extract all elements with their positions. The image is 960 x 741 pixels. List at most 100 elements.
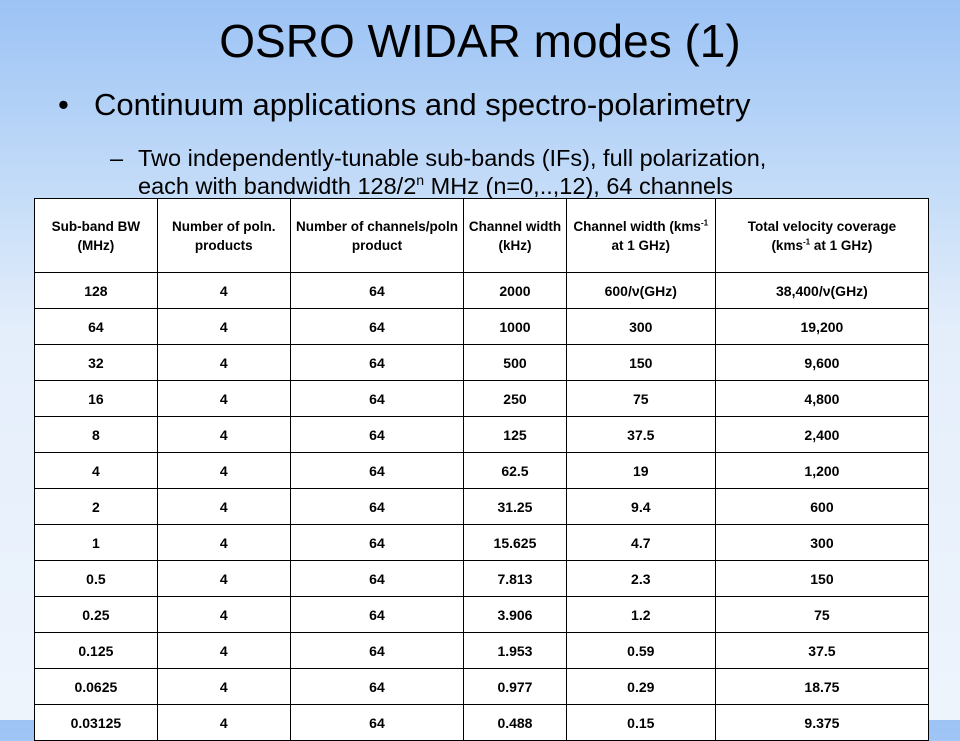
cell-channel-width-khz: 15.625: [463, 524, 567, 561]
cell-subband-bw: 0.125: [34, 632, 158, 669]
cell-subband-bw: 0.5: [34, 560, 158, 597]
table-row: 32 4 64 500 150 9,600: [34, 344, 930, 381]
cell-total-velocity-coverage: 150: [714, 560, 930, 597]
cell-channels-per-poln: 64: [289, 380, 465, 417]
cell-total-velocity-coverage: 300: [714, 524, 930, 561]
cell-channel-width-khz: 3.906: [463, 596, 567, 633]
cell-channels-per-poln: 64: [289, 596, 465, 633]
sub-bullet-line-2-start: each with bandwidth 128/2: [138, 173, 417, 199]
cell-subband-bw: 0.25: [34, 596, 158, 633]
cell-subband-bw: 1: [34, 524, 158, 561]
cell-total-velocity-coverage: 4,800: [714, 380, 930, 417]
cell-total-velocity-coverage: 75: [714, 596, 930, 633]
sub-bullet-superscript: n: [416, 172, 425, 189]
header-total-velocity-coverage: Total velocity coverage (kms-1 at 1 GHz): [714, 198, 930, 273]
cell-poln-products: 4: [156, 380, 291, 417]
table-row: 1 4 64 15.625 4.7 300: [34, 524, 930, 561]
table-row: 0.125 4 64 1.953 0.59 37.5: [34, 632, 930, 669]
table-row: 4 4 64 62.5 19 1,200: [34, 452, 930, 489]
cell-channels-per-poln: 64: [289, 344, 465, 381]
table-header-row: Sub-band BW (MHz) Number of poln. produc…: [34, 198, 930, 273]
cell-channels-per-poln: 64: [289, 524, 465, 561]
cell-channel-width-kms: 19: [565, 452, 716, 489]
cell-poln-products: 4: [156, 308, 291, 345]
sub-bullet-point: – Two independently-tunable sub-bands (I…: [110, 144, 766, 200]
cell-poln-products: 4: [156, 632, 291, 669]
cell-channel-width-kms: 1.2: [565, 596, 716, 633]
cell-channel-width-khz: 500: [463, 344, 567, 381]
cell-subband-bw: 8: [34, 416, 158, 453]
cell-total-velocity-coverage: 2,400: [714, 416, 930, 453]
header-channel-width-kms: Channel width (kms-1 at 1 GHz): [565, 198, 716, 273]
cell-channel-width-kms: 75: [565, 380, 716, 417]
header-channel-width-kms-unit: at 1 GHz): [611, 237, 671, 253]
cell-channels-per-poln: 64: [289, 272, 465, 309]
header-total-velocity-sup: -1: [802, 237, 811, 246]
bullet-text: Continuum applications and spectro-polar…: [94, 87, 751, 122]
cell-channels-per-poln: 64: [289, 488, 465, 525]
cell-poln-products: 4: [156, 488, 291, 525]
cell-channel-width-khz: 62.5: [463, 452, 567, 489]
cell-poln-products: 4: [156, 524, 291, 561]
cell-poln-products: 4: [156, 452, 291, 489]
cell-channel-width-khz: 2000: [463, 272, 567, 309]
cell-channel-width-kms: 2.3: [565, 560, 716, 597]
cell-total-velocity-coverage: 37.5: [714, 632, 930, 669]
sub-bullet-line-2-end: MHz (n=0,..,12), 64 channels: [424, 173, 734, 199]
table-row: 0.0625 4 64 0.977 0.29 18.75: [34, 668, 930, 705]
cell-channel-width-khz: 7.813: [463, 560, 567, 597]
cell-channels-per-poln: 64: [289, 632, 465, 669]
cell-subband-bw: 0.03125: [34, 704, 158, 741]
cell-poln-products: 4: [156, 668, 291, 705]
header-channel-width-khz: Channel width (kHz): [463, 198, 567, 273]
cell-total-velocity-coverage: 1,200: [714, 452, 930, 489]
cell-total-velocity-coverage: 38,400/ν(GHz): [714, 272, 930, 309]
header-total-velocity-text: Total velocity coverage: [747, 218, 897, 234]
cell-channel-width-kms: 300: [565, 308, 716, 345]
cell-channel-width-khz: 250: [463, 380, 567, 417]
cell-channels-per-poln: 64: [289, 308, 465, 345]
table-row: 8 4 64 125 37.5 2,400: [34, 416, 930, 453]
cell-channel-width-kms: 9.4: [565, 488, 716, 525]
cell-channels-per-poln: 64: [289, 452, 465, 489]
cell-channel-width-khz: 0.977: [463, 668, 567, 705]
header-poln-products: Number of poln. products: [156, 198, 291, 273]
cell-poln-products: 4: [156, 272, 291, 309]
bullet-marker: •: [58, 87, 69, 122]
cell-channel-width-kms: 37.5: [565, 416, 716, 453]
cell-channel-width-kms: 0.59: [565, 632, 716, 669]
cell-poln-products: 4: [156, 344, 291, 381]
cell-subband-bw: 32: [34, 344, 158, 381]
cell-channel-width-khz: 31.25: [463, 488, 567, 525]
cell-total-velocity-coverage: 9,600: [714, 344, 930, 381]
table-row: 2 4 64 31.25 9.4 600: [34, 488, 930, 525]
bullet-point: • Continuum applications and spectro-pola…: [58, 85, 751, 125]
table-row: 16 4 64 250 75 4,800: [34, 380, 930, 417]
cell-total-velocity-coverage: 600: [714, 488, 930, 525]
header-total-velocity-unit: (kms: [771, 237, 803, 253]
cell-subband-bw: 2: [34, 488, 158, 525]
widar-modes-table: Sub-band BW (MHz) Number of poln. produc…: [34, 198, 930, 741]
table-row: 0.5 4 64 7.813 2.3 150: [34, 560, 930, 597]
cell-subband-bw: 0.0625: [34, 668, 158, 705]
table-row: 64 4 64 1000 300 19,200: [34, 308, 930, 345]
cell-poln-products: 4: [156, 596, 291, 633]
header-channel-width-kms-sup: -1: [700, 218, 709, 227]
cell-subband-bw: 64: [34, 308, 158, 345]
cell-channel-width-khz: 125: [463, 416, 567, 453]
header-total-velocity-freq: at 1 GHz): [810, 237, 873, 253]
cell-subband-bw: 4: [34, 452, 158, 489]
table-row: 128 4 64 2000 600/ν(GHz) 38,400/ν(GHz): [34, 272, 930, 309]
cell-subband-bw: 16: [34, 380, 158, 417]
cell-channel-width-kms: 150: [565, 344, 716, 381]
cell-channels-per-poln: 64: [289, 704, 465, 741]
cell-channel-width-khz: 0.488: [463, 704, 567, 741]
cell-channels-per-poln: 64: [289, 560, 465, 597]
table-body: 128 4 64 2000 600/ν(GHz) 38,400/ν(GHz) 64 4 64 10…: [34, 272, 930, 741]
cell-poln-products: 4: [156, 416, 291, 453]
sub-bullet-marker: –: [110, 145, 124, 171]
cell-channel-width-kms: 0.15: [565, 704, 716, 741]
table-row: 0.03125 4 64 0.488 0.15 9.375: [34, 704, 930, 741]
cell-total-velocity-coverage: 9.375: [714, 704, 930, 741]
cell-channels-per-poln: 64: [289, 416, 465, 453]
